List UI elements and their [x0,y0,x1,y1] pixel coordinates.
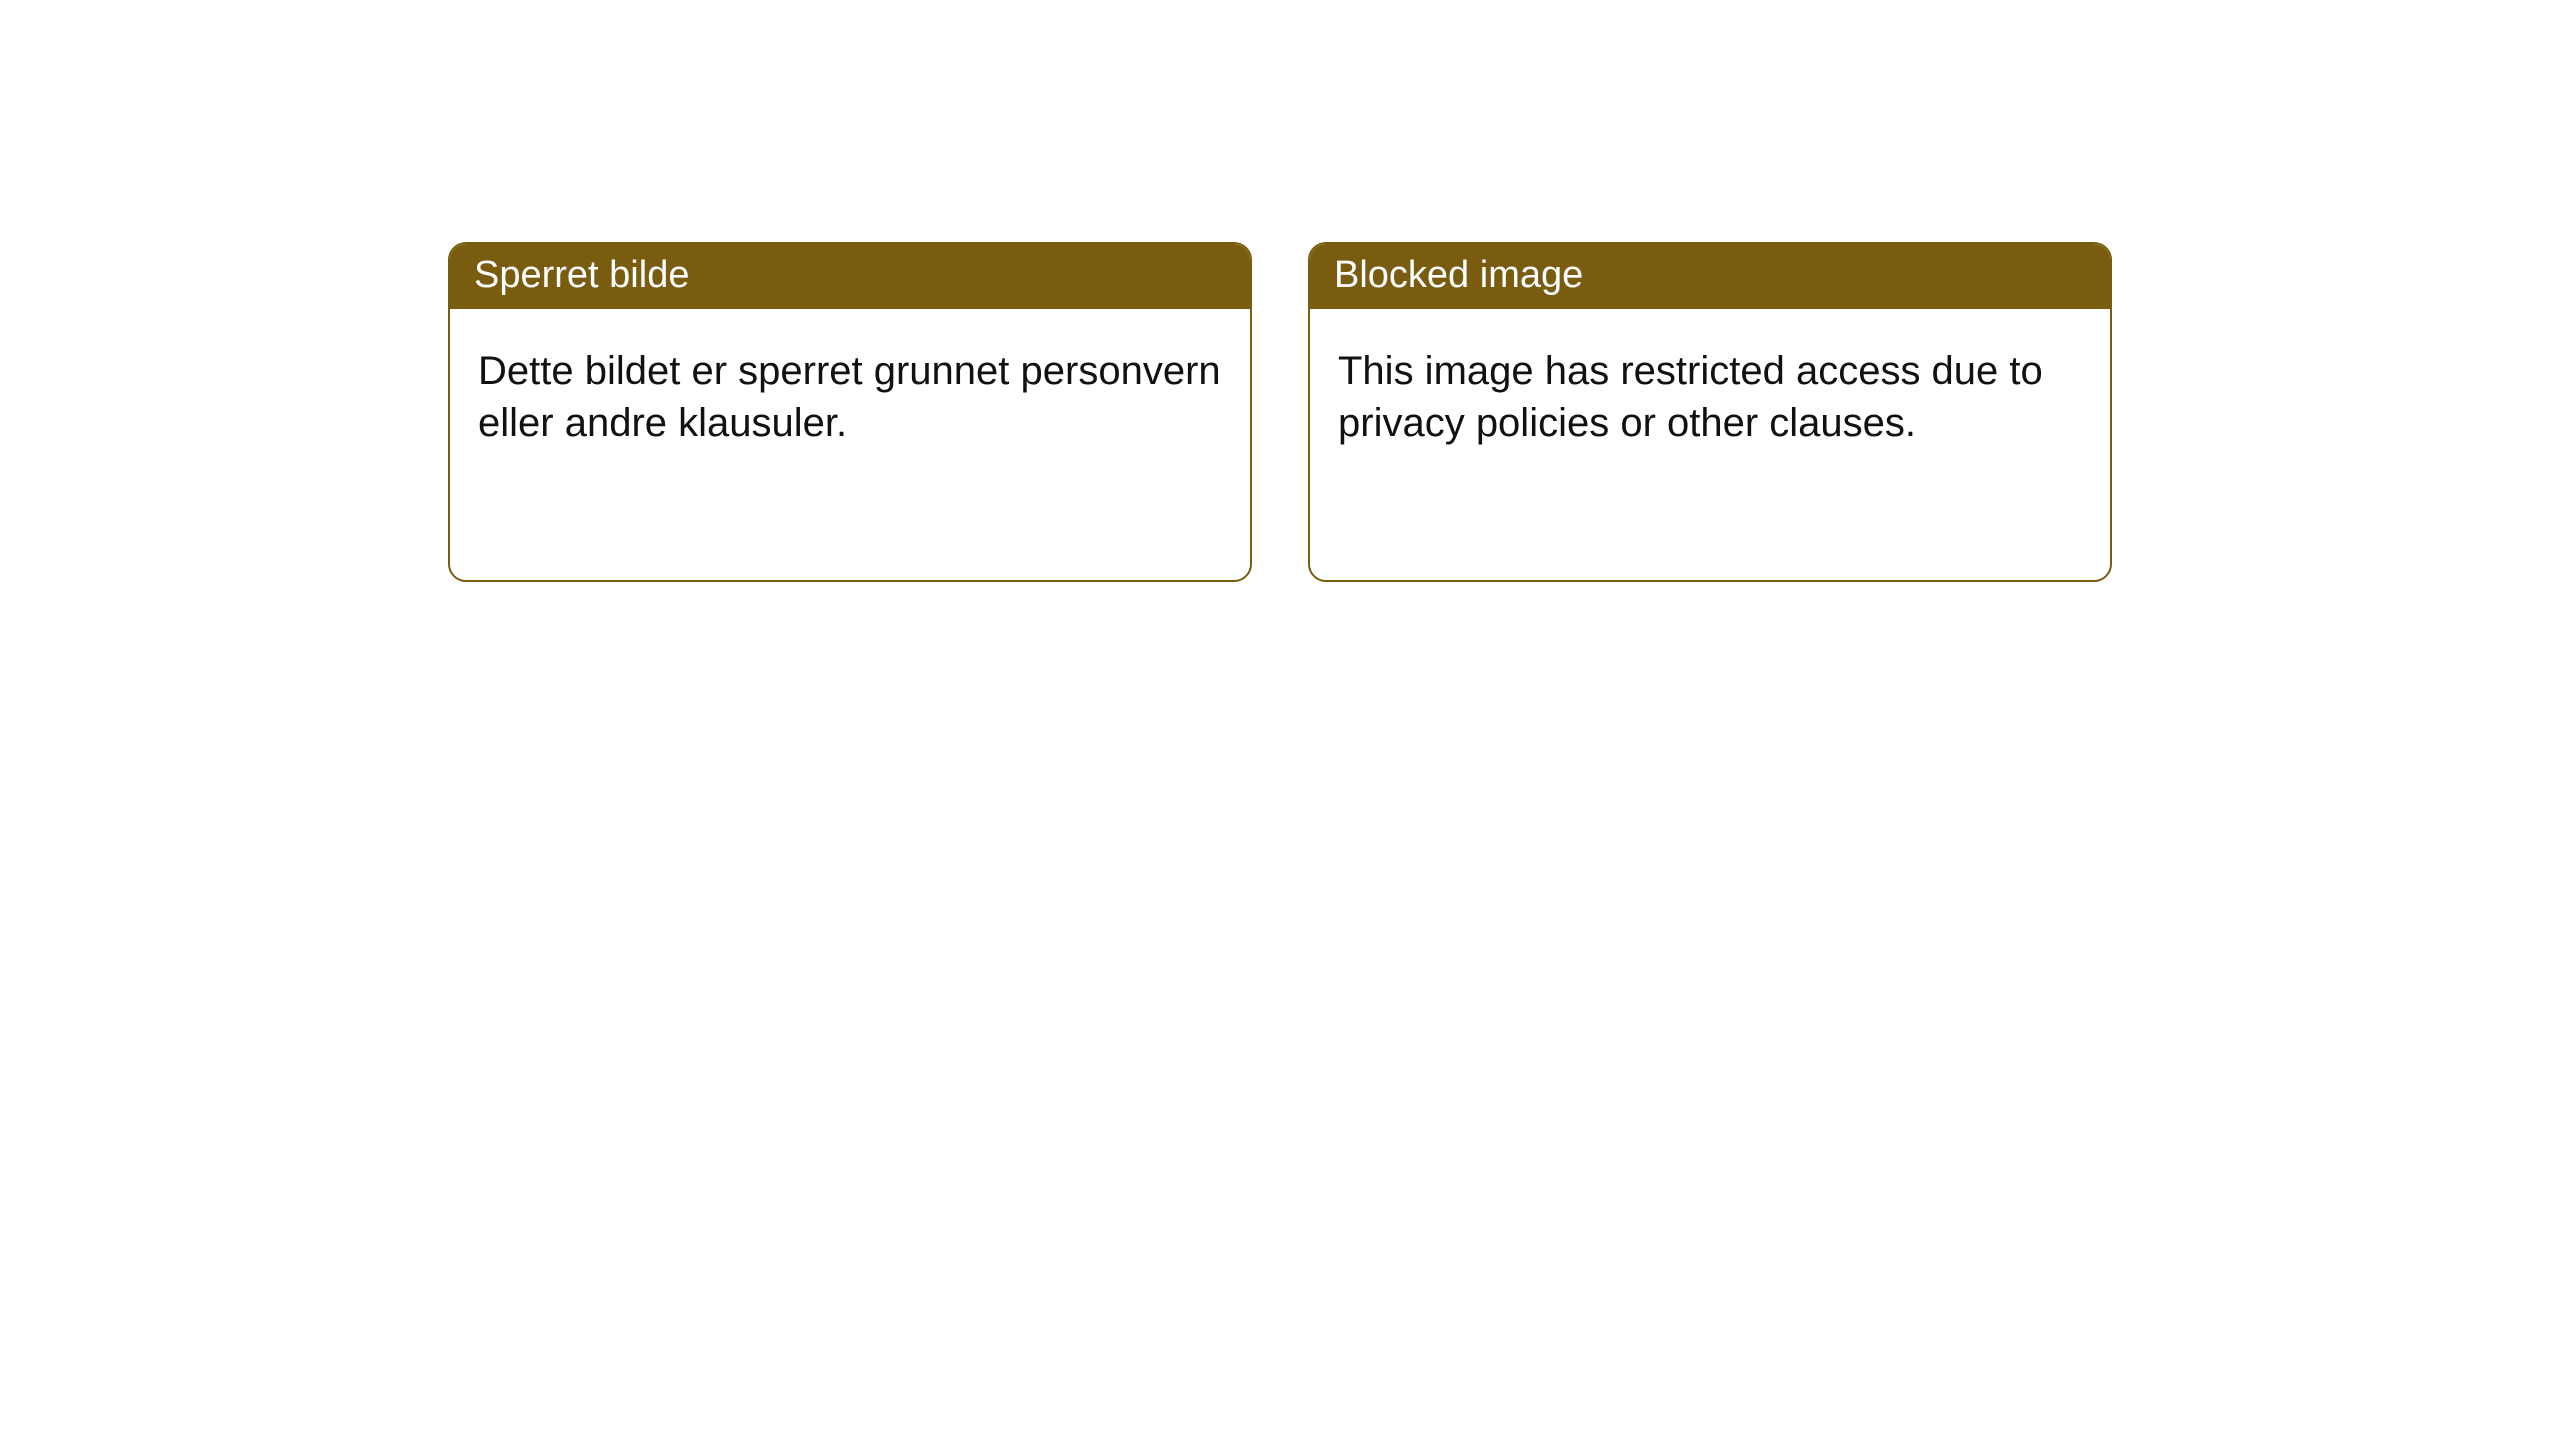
notice-card-no: Sperret bilde Dette bildet er sperret gr… [448,242,1252,582]
notice-card-body: Dette bildet er sperret grunnet personve… [450,309,1250,477]
notice-card-title: Blocked image [1310,244,2110,309]
notice-card-en: Blocked image This image has restricted … [1308,242,2112,582]
notice-cards-container: Sperret bilde Dette bildet er sperret gr… [0,0,2560,582]
notice-card-title: Sperret bilde [450,244,1250,309]
notice-card-body: This image has restricted access due to … [1310,309,2110,477]
